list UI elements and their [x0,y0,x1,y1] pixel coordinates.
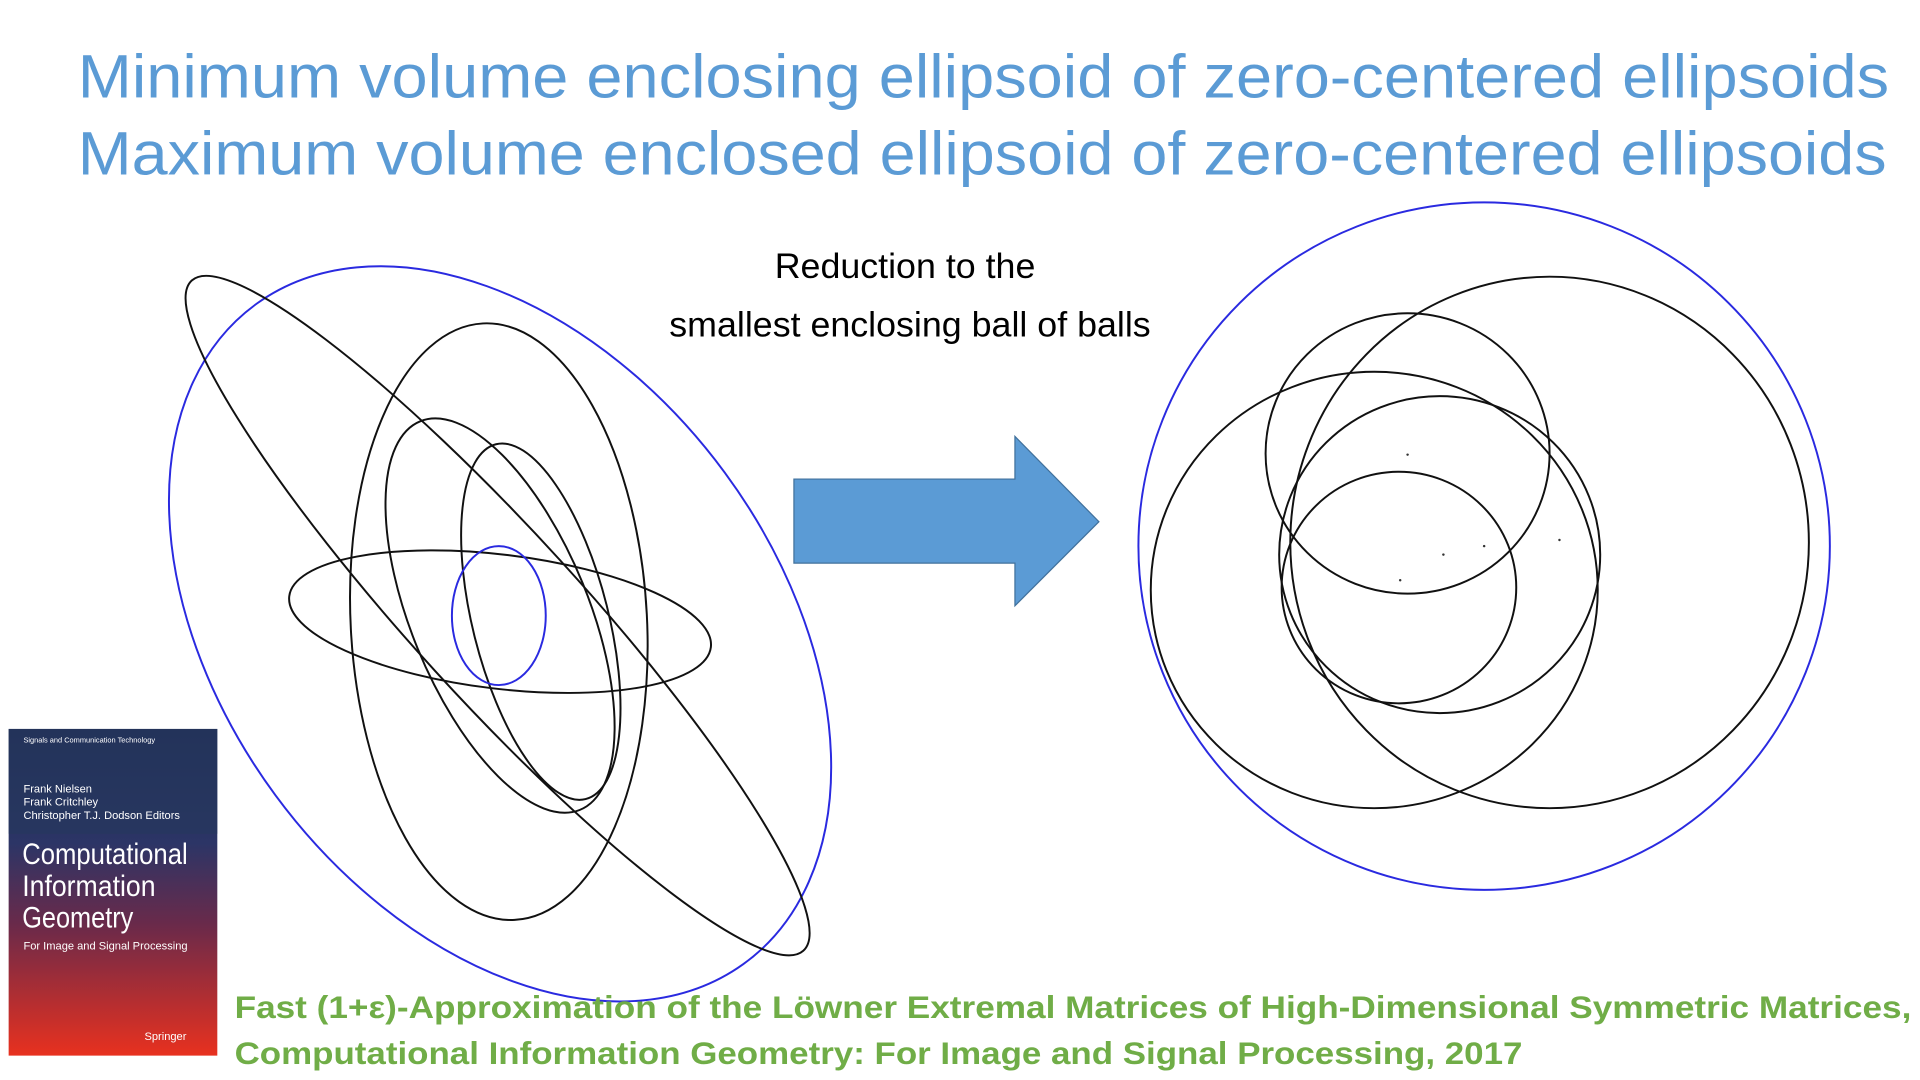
title-line: Maximum volume enclosed ellipsoid of zer… [78,119,1887,188]
cover-title: Computational [22,838,187,871]
left-figure [167,265,833,1003]
book-cover: Signals and Communication Technology Fra… [8,728,218,1056]
cover-author: Frank Critchley [23,797,98,809]
cover-author: Christopher T.J. Dodson Editors [23,810,180,822]
reduction-text: Reduction to the [775,246,1036,286]
cover-title: Geometry [22,902,133,935]
cover-author: Frank Nielsen [23,783,91,795]
title-line: Minimum volume enclosing ellipsoid of ze… [78,42,1889,111]
arrow [793,434,1100,608]
cover-series: Signals and Communication Technology [23,735,155,744]
cover-subtitle: For Image and Signal Processing [23,941,187,953]
citation-line: Computational Information Geometry: For … [235,1035,1523,1071]
right-figure [1137,201,1831,891]
cover-title: Information [22,870,155,903]
cover-publisher: Springer [144,1031,186,1043]
citation-line: Fast (1+ε)-Approximation of the Löwner E… [235,989,1912,1025]
reduction-text: smallest enclosing ball of balls [669,305,1150,345]
